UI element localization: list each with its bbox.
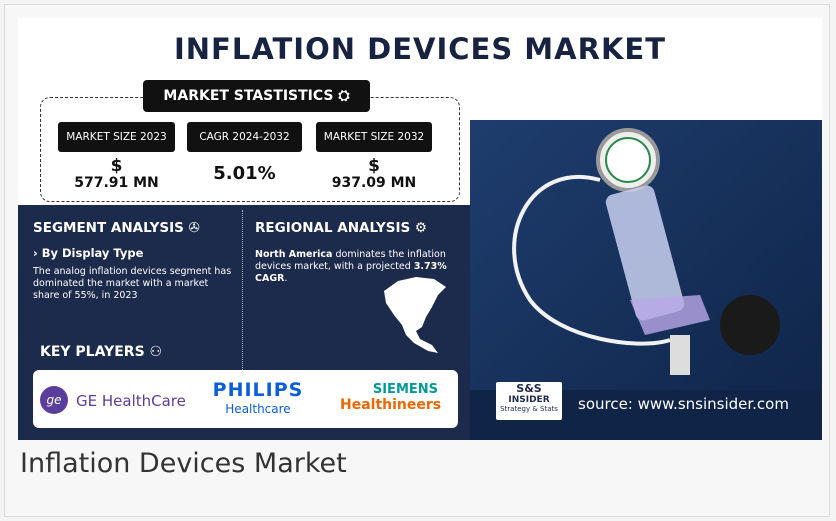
stats-header-text: MARKET STASTISTICS — [163, 88, 333, 104]
brand-bottom: Strategy & Stats — [496, 405, 562, 413]
infographic: INFLATION DEVICES MARKET MARKET STASTIST… — [18, 18, 822, 440]
ge-logo: GE HealthCare — [76, 392, 186, 410]
brand-top: S&S — [496, 382, 562, 395]
siemens-sub: Healthineers — [340, 397, 438, 413]
philips-sub: Healthcare — [208, 402, 308, 416]
brand-logo: S&S INSIDER Strategy & Stats — [496, 382, 562, 420]
stat-label: MARKET SIZE 2023 — [58, 122, 175, 152]
source: source: www.snsinsider.com — [578, 395, 789, 413]
title: INFLATION DEVICES MARKET — [18, 32, 822, 66]
stat-value: 937.09 MN — [316, 175, 432, 191]
key-players-heading: KEY PLAYERS ⚇ — [40, 344, 162, 360]
siemens-logo: SIEMENS — [344, 382, 438, 397]
stat-label: CAGR 2024-2032 — [187, 122, 302, 152]
currency: $ — [58, 156, 175, 176]
region: North America — [255, 249, 332, 260]
brand-middle: INSIDER — [496, 395, 562, 405]
segment-text: The analog inflation devices segment has… — [33, 266, 233, 302]
map-icon — [376, 273, 456, 358]
stat-value: 5.01% — [187, 163, 302, 184]
caption: Inflation Devices Market — [20, 448, 347, 479]
regional-heading: REGIONAL ANALYSIS ⚙ — [255, 220, 427, 236]
key-players-text: KEY PLAYERS — [40, 344, 145, 360]
currency: $ — [316, 156, 432, 176]
ge-icon: ge — [40, 386, 68, 414]
stat-value: 577.91 MN — [58, 175, 175, 191]
stat-label: MARKET SIZE 2032 — [316, 122, 432, 152]
page: INFLATION DEVICES MARKET MARKET STASTIST… — [0, 0, 836, 521]
regional-end: . — [284, 273, 287, 284]
segment-heading: SEGMENT ANALYSIS ✇ — [33, 220, 200, 236]
philips-logo: PHILIPS — [208, 379, 308, 401]
segment-heading-text: SEGMENT ANALYSIS — [33, 220, 184, 236]
stats-header: MARKET STASTISTICS ⛭ — [143, 80, 370, 112]
divider — [242, 210, 243, 370]
regional-heading-text: REGIONAL ANALYSIS — [255, 220, 410, 236]
segment-subheading: › By Display Type — [33, 246, 143, 260]
